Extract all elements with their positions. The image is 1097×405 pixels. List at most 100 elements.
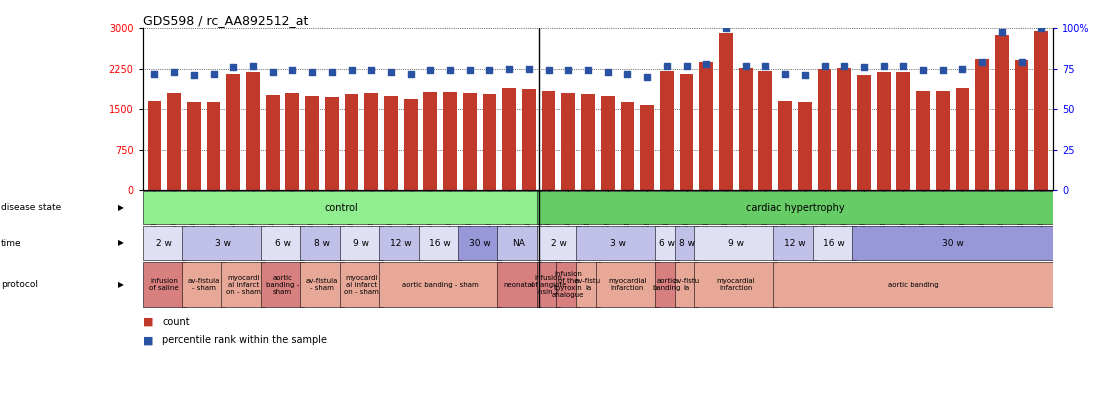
Bar	[916, 91, 930, 190]
Point	[973, 59, 991, 66]
Text: aortic
banding: aortic banding	[653, 278, 681, 291]
Bar	[556, 262, 580, 307]
Point	[953, 66, 971, 72]
Point	[540, 67, 557, 74]
Point	[757, 62, 774, 69]
Bar	[813, 226, 856, 260]
Bar	[463, 93, 477, 190]
Text: disease state: disease state	[1, 203, 61, 212]
Bar	[660, 71, 674, 190]
Text: 16 w: 16 w	[429, 239, 451, 247]
Bar	[143, 191, 541, 224]
Text: 8 w: 8 w	[679, 239, 694, 247]
Text: protocol: protocol	[1, 280, 38, 289]
Point	[146, 70, 163, 77]
Bar	[641, 105, 654, 190]
Bar	[384, 96, 398, 190]
Point	[816, 62, 834, 69]
Bar	[325, 98, 339, 190]
Bar	[655, 226, 679, 260]
Point	[1032, 25, 1050, 32]
Point	[638, 74, 656, 80]
Point	[382, 69, 399, 75]
Text: aortic banding: aortic banding	[887, 281, 939, 288]
Point	[796, 72, 814, 79]
Bar	[536, 262, 561, 307]
Bar	[778, 101, 792, 190]
Bar	[285, 93, 299, 190]
Point	[205, 70, 223, 77]
Bar	[226, 74, 240, 190]
Bar	[457, 226, 501, 260]
Text: 30 w: 30 w	[941, 239, 963, 247]
Text: aortic banding - sham: aortic banding - sham	[402, 281, 478, 288]
Bar	[694, 262, 777, 307]
Point	[599, 69, 617, 75]
Point	[678, 62, 695, 69]
Bar	[143, 262, 186, 307]
Bar	[265, 95, 280, 190]
Bar	[364, 93, 378, 190]
Point	[698, 61, 715, 67]
Bar	[1015, 60, 1029, 190]
Text: count: count	[162, 317, 190, 327]
Point	[421, 67, 439, 74]
Bar	[542, 91, 555, 190]
Bar	[995, 35, 1009, 190]
Bar	[877, 72, 891, 190]
Point	[500, 66, 518, 72]
Bar	[483, 94, 496, 190]
Text: myocardial
infarction: myocardial infarction	[716, 278, 755, 291]
Bar	[576, 226, 659, 260]
Text: GDS598 / rc_AA892512_at: GDS598 / rc_AA892512_at	[143, 14, 308, 27]
Point	[402, 70, 419, 77]
Text: 3 w: 3 w	[610, 239, 625, 247]
Point	[658, 62, 676, 69]
Bar	[896, 72, 911, 190]
Text: 6 w: 6 w	[274, 239, 291, 247]
Point	[619, 70, 636, 77]
Point	[520, 66, 538, 72]
Bar	[857, 75, 871, 190]
Bar	[576, 262, 600, 307]
Point	[777, 70, 794, 77]
Bar	[246, 72, 260, 190]
Point	[480, 67, 498, 74]
Bar	[419, 226, 462, 260]
Point	[166, 69, 183, 75]
Point	[185, 72, 203, 79]
Point	[874, 62, 892, 69]
Point	[914, 67, 931, 74]
Text: neonatal: neonatal	[504, 281, 534, 288]
Point	[264, 69, 282, 75]
Text: NA: NA	[512, 239, 525, 247]
Text: ▶: ▶	[118, 203, 124, 212]
Text: infusion
of the
thyroxin
analogue: infusion of the thyroxin analogue	[552, 271, 585, 298]
Bar	[147, 101, 161, 190]
Text: infusion
of saline: infusion of saline	[149, 278, 179, 291]
Bar	[581, 94, 595, 190]
Bar	[837, 68, 851, 190]
Bar	[655, 262, 679, 307]
Bar	[719, 33, 733, 190]
Bar	[167, 93, 181, 190]
Bar	[621, 102, 634, 190]
Text: 2 w: 2 w	[551, 239, 566, 247]
Bar	[738, 68, 753, 190]
Bar	[773, 226, 816, 260]
Bar	[596, 262, 659, 307]
Bar	[301, 262, 343, 307]
Bar	[261, 226, 304, 260]
Point	[245, 62, 262, 69]
Text: 16 w: 16 w	[824, 239, 845, 247]
Point	[342, 67, 360, 74]
Text: av-fistula
- sham: av-fistula - sham	[306, 278, 338, 291]
Bar	[186, 102, 201, 190]
Text: 9 w: 9 w	[727, 239, 744, 247]
Text: myocardi
al infarct
on - sham: myocardi al infarct on - sham	[344, 275, 378, 294]
Point	[323, 69, 340, 75]
Text: 12 w: 12 w	[389, 239, 411, 247]
Bar	[798, 102, 812, 190]
Point	[1013, 59, 1030, 66]
Text: myocardi
al infarct
on - sham: myocardi al infarct on - sham	[226, 275, 261, 294]
